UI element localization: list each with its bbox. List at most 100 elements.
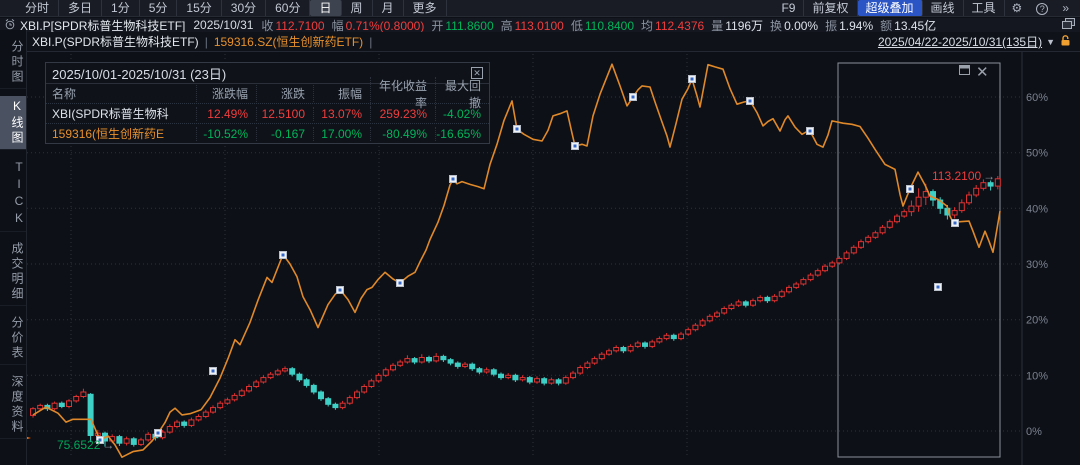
quote-date: 2025/10/31 — [193, 18, 254, 32]
quote-field-幅: 幅 0.71%(0.8000) — [332, 19, 425, 33]
overlay-trailing-separator: | — [369, 34, 373, 49]
more-icon-glyph: » — [1062, 1, 1069, 15]
quote-field-value: 1196万 — [725, 18, 764, 33]
quote-field-高: 高 113.0100 — [501, 19, 564, 33]
tab-更多[interactable]: 更多 — [404, 0, 447, 16]
kline-chart[interactable]: 0% 10% 20% 30% 40% 50% 60% — [0, 52, 1080, 465]
selection-box-restore-icon[interactable] — [958, 63, 971, 81]
grid: 0% 10% 20% 30% 40% 50% 60% — [27, 52, 1048, 465]
button-超级叠加[interactable]: 超级叠加 — [857, 0, 923, 16]
alarm-icon — [4, 18, 16, 32]
sidebar-item-K线图[interactable]: K线图 — [0, 96, 26, 150]
button-工具[interactable]: 工具 — [964, 0, 1005, 16]
range-selector[interactable]: 2025/04/22-2025/10/31(135日) — [877, 35, 1043, 49]
popup-row-value: 12.49% — [196, 106, 256, 121]
overlay-bar: XBI.P(SPDR标普生物科技ETF) | 159316.SZ(恒生创新药ET… — [0, 32, 1080, 52]
tab-30分[interactable]: 30分 — [222, 0, 267, 16]
popup-header-涨跌幅: 涨跌幅 — [196, 85, 256, 102]
overlay-line-series — [32, 63, 1001, 459]
popup-title: 2025/10/01-2025/10/31 (23日) — [52, 66, 227, 82]
more-icon[interactable]: » — [1055, 1, 1076, 15]
popup-header-名称: 名称 — [52, 87, 77, 101]
y-axis-label: 30% — [1026, 259, 1048, 271]
y-axis-label: 10% — [1026, 370, 1048, 382]
quote-field-额: 额 13.45亿 — [880, 19, 936, 33]
quote-field-量: 量 1196万 — [711, 19, 763, 33]
quote-field-value: 0.00% — [784, 18, 819, 33]
tab-周[interactable]: 周 — [342, 0, 373, 16]
quote-fields: 收 112.7100 幅 0.71%(0.8000) 开 111.8600 高 113.010… — [261, 18, 943, 33]
tab-月[interactable]: 月 — [373, 0, 404, 16]
period-toolbar: 分时 多日 1分 5分 15分 30分 60分日周月更多 F9 前复权 超级叠加 画线 工具 ⚙? » — [0, 0, 1080, 17]
lock-icon[interactable] — [1059, 34, 1072, 50]
quote-field-value: 13.45亿 — [894, 18, 937, 33]
quote-field-value: 112.7100 — [275, 18, 325, 33]
quote-field-label: 额 — [880, 18, 893, 33]
popup-data-row: 159316(恒生创新药E -10.52% -0.167 17.00% -80.49% -… — [46, 123, 489, 143]
toolbar-right: F9 前复权 超级叠加 画线 工具 ⚙? » — [773, 0, 1080, 16]
quote-symbol: XBI.P[SPDR标普生物科技ETF] — [20, 18, 186, 33]
quote-field-开: 开 111.8600 — [431, 19, 493, 33]
popup-row-value: -80.49% — [370, 126, 435, 141]
quote-field-value: 112.4376 — [655, 18, 705, 33]
quote-field-value: 110.8400 — [584, 18, 635, 33]
popup-row-value: 259.23% — [370, 106, 435, 121]
tab-15分[interactable]: 15分 — [177, 0, 222, 16]
quote-field-label: 换 — [770, 18, 783, 33]
popup-table: 名称 涨跌幅 涨跌 振幅 年化收益率 最大回撤 XBI(SPDR标普生物科 12.49% 12.… — [46, 76, 489, 143]
range-caret-icon[interactable]: ▼ — [1046, 36, 1055, 47]
tab-分时[interactable]: 分时 — [16, 0, 60, 16]
quote-field-value: 113.0100 — [514, 18, 564, 33]
help-icon[interactable]: ? — [1029, 1, 1055, 15]
tab-日[interactable]: 日 — [310, 0, 342, 16]
sidebar: 分时图 K线图 TICK 成交明细分价表深度资料 — [0, 30, 27, 465]
overlay-primary-label[interactable]: XBI.P(SPDR标普生物科技ETF) — [32, 35, 199, 49]
quote-field-均: 均 112.4376 — [641, 19, 704, 33]
popup-stats: 2025/10/01-2025/10/31 (23日) ✕ 名称 涨跌幅 涨跌 振幅年… — [45, 62, 490, 144]
popup-header-振幅: 振幅 — [313, 85, 370, 102]
quote-field-收: 收 112.7100 — [261, 19, 324, 33]
tab-60分[interactable]: 60分 — [266, 0, 311, 16]
quote-field-value: 1.94% — [839, 18, 874, 33]
window-pin-icon[interactable] — [1062, 18, 1076, 32]
sidebar-item-TICK[interactable]: TICK — [0, 157, 26, 232]
button-F9[interactable]: F9 — [773, 0, 805, 16]
period-tabs: 分时 多日 1分 5分 15分 30分 60分日周月更多 — [16, 0, 447, 16]
selection-box-close-icon[interactable]: ✕ — [976, 63, 989, 81]
quote-bar: XBI.P[SPDR标普生物科技ETF] 2025/10/31 收 112.710… — [0, 18, 1080, 32]
event-markers — [96, 75, 959, 444]
overlay-separator: | — [204, 34, 208, 49]
quote-field-label: 开 — [431, 18, 444, 33]
sidebar-item-成交明细[interactable]: 成交明细 — [0, 239, 26, 306]
popup-header-row: 名称 涨跌幅 涨跌 振幅 年化收益率 最大回撤 — [46, 76, 489, 111]
popup-row-value: -10.52% — [196, 126, 256, 141]
popup-row-value: -4.02% — [435, 106, 489, 121]
popup-row-value: -0.167 — [256, 126, 313, 141]
button-画线[interactable]: 画线 — [923, 0, 964, 16]
candlestick-series — [30, 176, 1001, 447]
sidebar-item-分时图[interactable]: 分时图 — [0, 37, 26, 89]
sidebar-item-深度资料[interactable]: 深度资料 — [0, 372, 26, 439]
tab-1分[interactable]: 1分 — [102, 0, 140, 16]
tab-多日[interactable]: 多日 — [59, 0, 103, 16]
y-axis-label: 40% — [1026, 203, 1048, 215]
quote-field-label: 收 — [261, 18, 274, 33]
quote-field-label: 均 — [641, 18, 654, 33]
popup-header-最大回撤: 最大回撤 — [435, 76, 489, 111]
popup-data-row: XBI(SPDR标普生物科 12.49% 12.5100 13.07% 259.23% -… — [46, 103, 489, 123]
help-icon-glyph: ? — [1036, 3, 1049, 15]
quote-field-value: 0.71%(0.8000) — [345, 18, 425, 33]
button-前复权[interactable]: 前复权 — [804, 0, 858, 16]
gear-icon-glyph: ⚙ — [1011, 1, 1023, 15]
popup-row-value: 13.07% — [313, 106, 370, 121]
gear-icon[interactable]: ⚙ — [1005, 1, 1030, 15]
overlay-secondary-label[interactable]: 159316.SZ(恒生创新药ETF) — [213, 35, 364, 49]
selection-box[interactable] — [837, 62, 1001, 458]
sidebar-item-分价表[interactable]: 分价表 — [0, 313, 26, 365]
y-axis-label: 60% — [1026, 92, 1048, 104]
popup-close-icon[interactable]: ✕ — [471, 67, 483, 79]
quote-field-label: 量 — [711, 18, 724, 33]
tab-5分[interactable]: 5分 — [140, 0, 178, 16]
popup-row-name: 159316(恒生创新药E — [52, 127, 165, 141]
